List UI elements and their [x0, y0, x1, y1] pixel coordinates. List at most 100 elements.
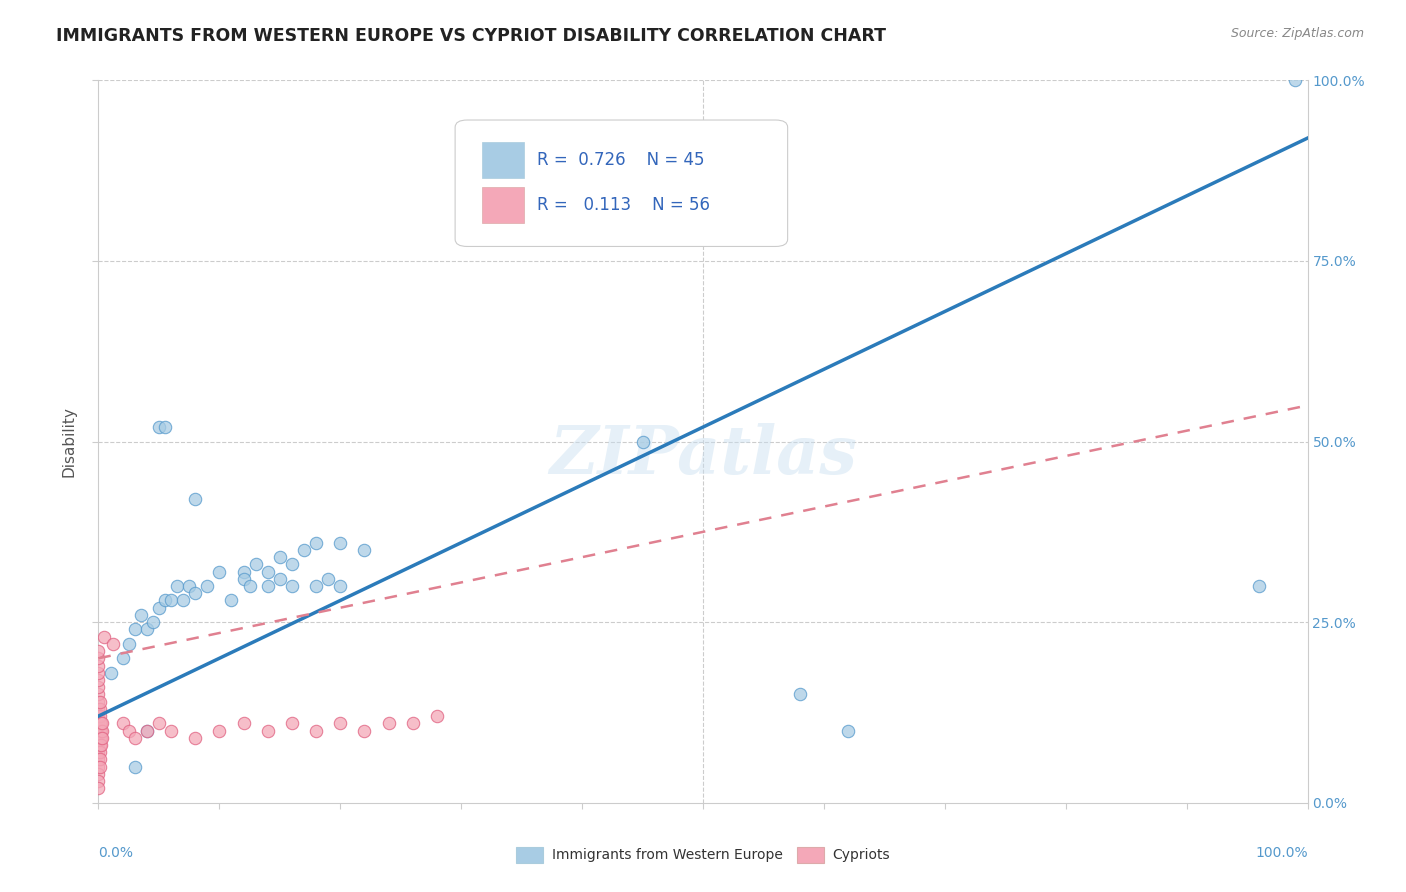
Legend: Immigrants from Western Europe, Cypriots: Immigrants from Western Europe, Cypriots [510, 841, 896, 868]
Point [90, 723, 112, 738]
Point [90, 716, 112, 731]
Point [87, 665, 110, 680]
FancyBboxPatch shape [482, 142, 524, 178]
Point [89, 716, 111, 731]
Point [101, 637, 124, 651]
Point [135, 723, 157, 738]
Point [87, 687, 110, 701]
Point [87, 651, 110, 665]
Point [184, 731, 207, 745]
Point [87, 709, 110, 723]
Point [208, 565, 231, 579]
Point [239, 579, 262, 593]
Point [1284, 73, 1306, 87]
Point [89, 702, 111, 716]
Point [87, 644, 110, 658]
Text: 0.0%: 0.0% [98, 847, 134, 860]
Point [87, 723, 110, 738]
Point [305, 535, 328, 549]
Point [87, 767, 110, 781]
Text: ZIPatlas: ZIPatlas [550, 424, 856, 489]
Point [87, 716, 110, 731]
Point [142, 615, 165, 630]
Point [172, 593, 194, 607]
Point [90, 738, 112, 752]
Text: R =   0.113    N = 56: R = 0.113 N = 56 [537, 195, 710, 213]
Point [124, 760, 146, 774]
Text: Source: ZipAtlas.com: Source: ZipAtlas.com [1230, 27, 1364, 40]
Point [118, 723, 141, 738]
Point [90, 731, 112, 745]
Point [91, 731, 114, 745]
Point [87, 673, 110, 687]
Point [153, 593, 176, 607]
Point [184, 492, 207, 507]
Point [166, 579, 188, 593]
Point [87, 752, 110, 766]
Point [87, 731, 110, 745]
Point [256, 579, 278, 593]
Point [184, 586, 207, 600]
Text: 100.0%: 100.0% [1256, 847, 1308, 860]
Point [118, 637, 141, 651]
Point [281, 716, 304, 731]
Point [1249, 579, 1271, 593]
Point [91, 723, 114, 738]
Point [87, 781, 110, 796]
Point [305, 579, 328, 593]
Point [377, 716, 399, 731]
Point [135, 723, 157, 738]
Point [148, 420, 170, 434]
Point [124, 623, 146, 637]
Point [87, 774, 110, 789]
Point [89, 760, 111, 774]
Point [353, 723, 375, 738]
Point [232, 565, 254, 579]
Point [91, 716, 114, 731]
Y-axis label: Disability: Disability [62, 406, 77, 477]
Point [160, 723, 183, 738]
Point [232, 716, 254, 731]
Point [124, 731, 146, 745]
Point [89, 709, 111, 723]
Point [256, 723, 278, 738]
Point [402, 716, 425, 731]
FancyBboxPatch shape [456, 120, 787, 246]
Point [305, 723, 328, 738]
Text: R =  0.726    N = 45: R = 0.726 N = 45 [537, 151, 704, 169]
Point [269, 550, 291, 565]
Point [89, 738, 111, 752]
Point [316, 572, 339, 586]
Point [329, 535, 352, 549]
Point [245, 558, 267, 572]
Point [329, 716, 352, 731]
Point [329, 579, 352, 593]
Point [87, 695, 110, 709]
Point [87, 760, 110, 774]
Point [160, 593, 183, 607]
Point [111, 716, 134, 731]
Point [179, 579, 201, 593]
Point [426, 709, 449, 723]
Point [789, 687, 811, 701]
Point [93, 630, 115, 644]
Point [129, 607, 152, 622]
Point [87, 658, 110, 673]
Point [87, 738, 110, 752]
Point [153, 420, 176, 434]
Point [281, 558, 304, 572]
Point [87, 745, 110, 759]
Point [752, 225, 775, 239]
Text: IMMIGRANTS FROM WESTERN EUROPE VS CYPRIOT DISABILITY CORRELATION CHART: IMMIGRANTS FROM WESTERN EUROPE VS CYPRIO… [56, 27, 886, 45]
FancyBboxPatch shape [482, 187, 524, 223]
Point [292, 542, 315, 557]
Point [89, 723, 111, 738]
Point [208, 723, 231, 738]
Point [89, 731, 111, 745]
Point [89, 695, 111, 709]
Point [221, 593, 243, 607]
Point [111, 651, 134, 665]
Point [195, 579, 218, 593]
Point [148, 716, 170, 731]
Point [87, 680, 110, 694]
